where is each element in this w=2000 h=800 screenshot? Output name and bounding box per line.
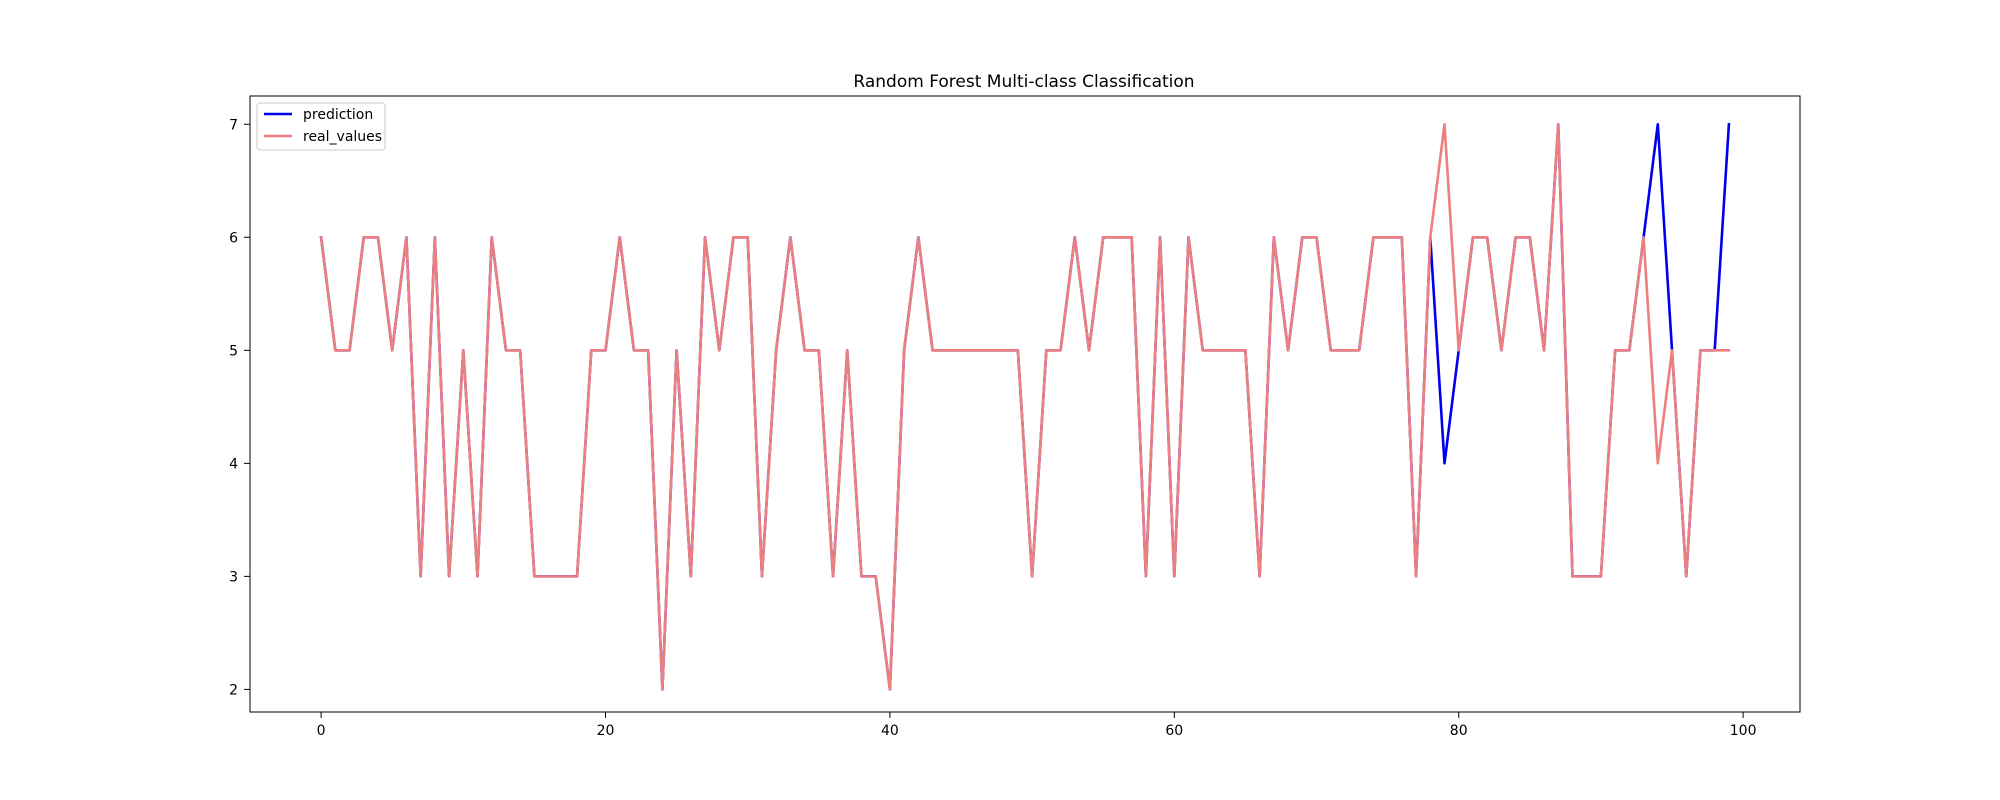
y-tick-label: 4 (229, 456, 238, 472)
y-tick-label: 7 (229, 117, 238, 133)
y-tick-label: 5 (229, 343, 238, 359)
x-tick-label: 80 (1450, 723, 1468, 739)
y-tick-label: 2 (229, 682, 238, 698)
x-tick-label: 100 (1730, 723, 1757, 739)
x-tick-label: 0 (317, 723, 326, 739)
axes-frame (249, 95, 1801, 713)
x-axis: 0 20 40 60 80 100 (317, 712, 1757, 739)
legend-label-real-values: real_values (303, 129, 382, 145)
y-tick-label: 6 (229, 230, 238, 246)
legend-entries: prediction real_values (264, 107, 382, 145)
x-tick-label: 60 (1165, 723, 1183, 739)
y-axis: 2 3 4 5 6 7 (229, 117, 250, 698)
series-line-real-values (319, 122, 1731, 691)
x-tick-label: 20 (597, 723, 615, 739)
chart-title: Random Forest Multi-class Classification (853, 72, 1194, 92)
series-layer (319, 122, 1731, 691)
legend-label-prediction: prediction (303, 107, 373, 123)
legend: prediction real_values (256, 102, 386, 151)
y-tick-label: 3 (229, 569, 238, 585)
x-tick-label: 40 (881, 723, 899, 739)
plot-area (249, 95, 1801, 713)
